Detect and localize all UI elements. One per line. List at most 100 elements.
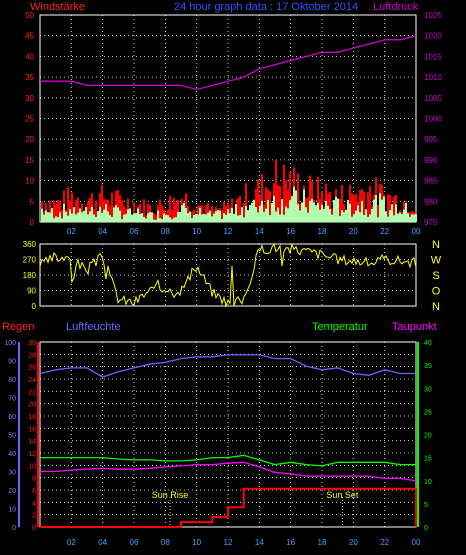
pressure-line (40, 35, 417, 91)
wind-avg-bar (135, 213, 137, 222)
temperatur-line (40, 454, 416, 467)
wind-avg-bar (371, 208, 373, 222)
wind-avg-bar (239, 214, 241, 222)
wind-avg-bar (169, 217, 171, 222)
wind-avg-bar (75, 214, 77, 222)
wind-gust-bar (177, 199, 179, 222)
wind-gust-bar (139, 203, 141, 222)
wind-avg-bar (119, 210, 121, 222)
wind-avg-bar (229, 213, 231, 222)
wind-avg-bar (217, 209, 219, 222)
wind-gust-bar (353, 195, 355, 222)
wind-avg-bar (395, 204, 397, 222)
wind-avg-bar (373, 199, 375, 222)
wind-avg-bar (307, 212, 309, 222)
wind-avg-bar (225, 214, 227, 222)
temperature-tick-label: 0 (424, 525, 428, 532)
humidity-tick-label: 0 (12, 525, 16, 532)
temperature-tick-label: 25 (424, 409, 432, 416)
time-tick-label: 14 (255, 227, 264, 236)
pressure-tick-label: 1010 (424, 73, 442, 82)
wind-avg-bar (281, 199, 283, 222)
wind-gust-bar (71, 192, 73, 222)
wind-gust-bar (159, 199, 161, 222)
wind-avg-bar (47, 212, 49, 222)
wind-avg-bar (185, 207, 187, 222)
compass-label: N (432, 239, 440, 251)
dewpoint-axis-title: Taupunkt (392, 321, 437, 333)
wind-avg-bar (315, 205, 317, 222)
wind-gust-bar (341, 185, 343, 222)
rain-tick-label: 14 (28, 439, 36, 446)
wind-avg-bar (137, 208, 139, 222)
wind-avg-bar (399, 212, 401, 222)
wind-avg-bar (231, 208, 233, 222)
wind-avg-bar (175, 217, 177, 222)
wind-gust-bar (257, 179, 259, 222)
direction-tick-label: 0 (32, 302, 37, 311)
wind-avg-bar (363, 214, 365, 222)
wind-gust-bar (95, 200, 97, 222)
wind-avg-bar (271, 202, 273, 222)
wind-gust-bar (55, 204, 57, 222)
humidity-tick-label: 30 (8, 470, 16, 477)
wind-gust-bar (59, 201, 61, 222)
wind-avg-bar (195, 213, 197, 222)
wind-avg-bar (147, 213, 149, 222)
humidity-axis-title: Luftfeuchte (66, 321, 120, 333)
wind-gust-bar (285, 180, 287, 222)
time-tick-label: 16 (286, 538, 295, 547)
wind-avg-bar (259, 205, 261, 222)
rain-tick-label: 4 (32, 500, 36, 507)
wind-avg-bar (81, 212, 83, 222)
wind-gust-bar (101, 184, 103, 222)
wind-avg-bar (277, 207, 279, 222)
rain-tick-label: 0 (32, 525, 36, 532)
wind-gust-bar (265, 187, 267, 222)
wind-avg-bar (83, 210, 85, 222)
wind-tick-label: 45 (25, 32, 34, 41)
wind-gust-bar (109, 205, 111, 222)
wind-avg-bar (309, 200, 311, 222)
rain-tick-label: 26 (28, 365, 36, 372)
wind-gust-bar (243, 203, 245, 222)
wind-avg-bar (367, 217, 369, 222)
wind-tick-label: 10 (25, 177, 34, 186)
wind-gust-bar (261, 173, 263, 222)
wind-gust-bar (143, 199, 145, 222)
wind-gust-bar (147, 203, 149, 222)
wind-avg-bar (287, 208, 289, 222)
wind-tick-label: 20 (25, 135, 34, 144)
wind-gust-bar (317, 176, 319, 222)
wind-avg-bar (183, 202, 185, 222)
time-tick-label: 12 (224, 227, 233, 236)
wind-avg-bar (155, 219, 157, 222)
wind-tick-label: 40 (25, 52, 34, 61)
wind-avg-bar (407, 213, 409, 222)
wind-avg-bar (283, 214, 285, 222)
wind-avg-bar (41, 208, 43, 222)
wind-avg-bar (45, 210, 47, 222)
wind-gust-bar (245, 183, 247, 222)
wind-avg-bar (243, 217, 245, 222)
wind-avg-bar (187, 213, 189, 222)
wind-avg-bar (59, 212, 61, 222)
wind-avg-bar (253, 199, 255, 222)
wind-gust-bar (173, 197, 175, 222)
wind-avg-bar (203, 213, 205, 222)
wind-avg-bar (93, 214, 95, 222)
wind-tick-label: 35 (25, 73, 34, 82)
wind-gust-bar (279, 186, 281, 222)
sunrise-label: Sun Rise (152, 490, 189, 500)
pressure-axis-title: Luftdruck (373, 1, 419, 13)
wind-avg-bar (123, 214, 125, 222)
wind-avg-bar (361, 200, 363, 222)
wind-gust-bar (191, 211, 193, 222)
wind-gust-bar (309, 175, 311, 222)
wind-avg-bar (387, 216, 389, 222)
humidity-tick-label: 20 (8, 488, 16, 495)
wind-avg-bar (53, 218, 55, 222)
wind-avg-bar (343, 212, 345, 222)
wind-avg-bar (139, 214, 141, 222)
time-tick-label: 04 (98, 538, 107, 547)
